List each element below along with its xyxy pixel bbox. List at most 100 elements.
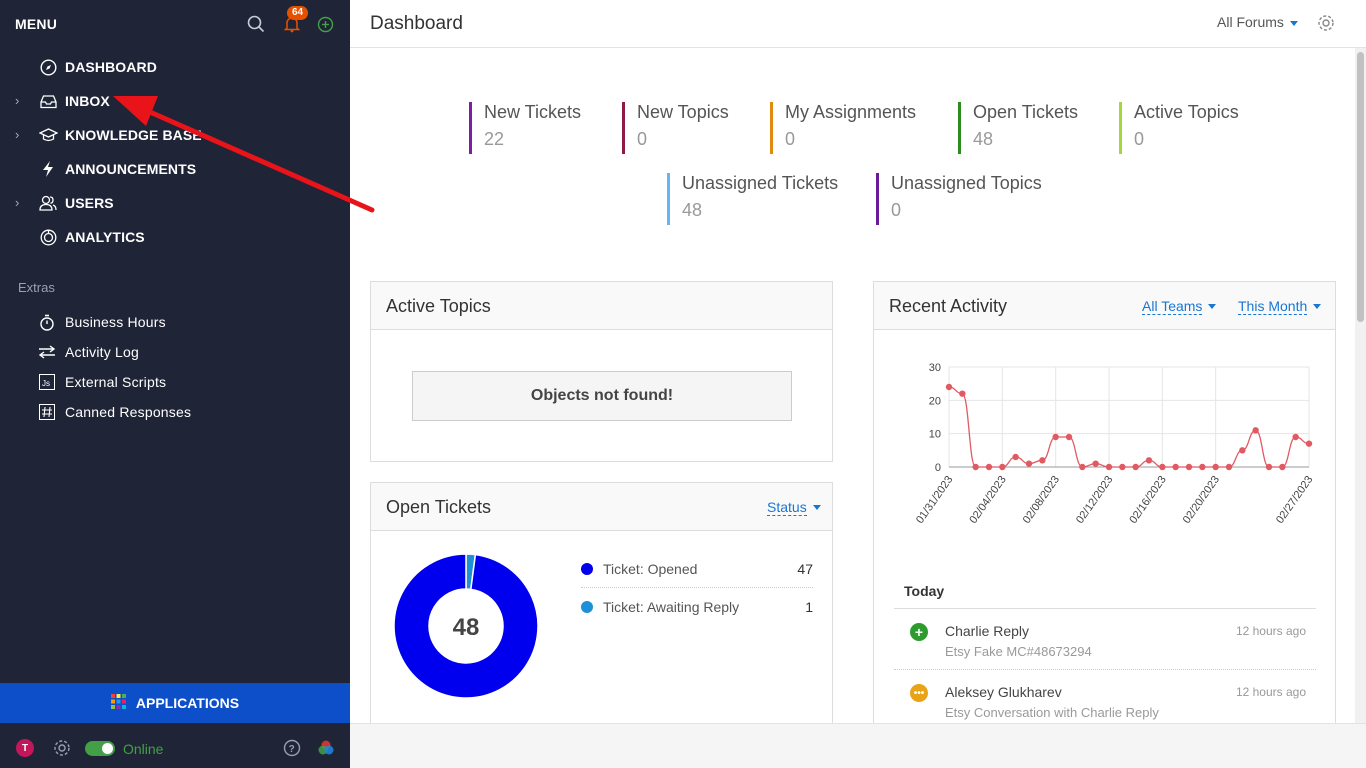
data-point[interactable] bbox=[959, 390, 966, 397]
stat-label: My Assignments bbox=[785, 102, 917, 122]
data-point[interactable] bbox=[985, 463, 993, 471]
data-point[interactable] bbox=[1172, 463, 1179, 471]
stat-new-topics[interactable]: New Topics 0 bbox=[622, 102, 729, 154]
scrollbar-thumb[interactable] bbox=[1357, 52, 1364, 322]
data-point[interactable] bbox=[1265, 463, 1273, 471]
extras-label: External Scripts bbox=[65, 374, 167, 390]
add-circle-icon[interactable] bbox=[314, 13, 336, 35]
activity-item[interactable]: + Charlie Reply Etsy Fake MC#48673294 12… bbox=[894, 609, 1316, 669]
data-point[interactable] bbox=[945, 383, 953, 391]
chevron-right-icon[interactable]: › bbox=[15, 127, 20, 142]
recent-activity-card: Recent Activity All Teams This Month 0 10… bbox=[873, 281, 1336, 723]
data-point[interactable] bbox=[1039, 457, 1046, 464]
donut-slice[interactable] bbox=[393, 553, 539, 699]
lightning-icon bbox=[38, 160, 58, 178]
data-point[interactable] bbox=[1092, 460, 1099, 467]
team-filter-label: All Teams bbox=[1142, 298, 1203, 315]
stat-active-topics[interactable]: Active Topics 0 bbox=[1119, 102, 1239, 154]
data-point[interactable] bbox=[1052, 433, 1059, 441]
chevron-right-icon[interactable]: › bbox=[15, 195, 20, 210]
data-point[interactable] bbox=[1252, 427, 1259, 434]
extras-heading: Extras bbox=[18, 280, 55, 295]
menu-title: MENU bbox=[15, 16, 58, 32]
help-icon[interactable]: ? bbox=[283, 739, 301, 762]
legend-label: Ticket: Opened bbox=[603, 561, 698, 577]
stat-value: 48 bbox=[973, 129, 994, 149]
y-tick-label: 30 bbox=[929, 362, 941, 374]
stat-unassigned-tickets[interactable]: Unassigned Tickets 48 bbox=[667, 173, 838, 225]
stat-value: 0 bbox=[891, 200, 902, 220]
data-point[interactable] bbox=[1225, 463, 1233, 471]
nav-item-inbox[interactable]: › INBOX bbox=[0, 84, 350, 118]
data-point[interactable] bbox=[1065, 433, 1073, 441]
stat-unassigned-topics[interactable]: Unassigned Topics 0 bbox=[876, 173, 1042, 225]
search-icon[interactable] bbox=[245, 13, 267, 35]
data-point[interactable] bbox=[999, 463, 1006, 471]
stat-new-tickets[interactable]: New Tickets 22 bbox=[469, 102, 581, 154]
nav-item-announcements[interactable]: ANNOUNCEMENTS bbox=[0, 152, 350, 186]
nav-item-knowledge-base[interactable]: › KNOWLEDGE BASE bbox=[0, 118, 350, 152]
status-filter-dropdown[interactable]: Status bbox=[767, 499, 821, 517]
x-tick-label: 02/20/2023 bbox=[1181, 474, 1222, 526]
data-point[interactable] bbox=[1145, 457, 1153, 464]
y-tick-label: 0 bbox=[935, 462, 941, 474]
chevron-right-icon[interactable]: › bbox=[15, 93, 20, 108]
x-tick-label: 02/27/2023 bbox=[1274, 474, 1315, 526]
graduation-cap-icon bbox=[38, 126, 58, 144]
card-title: Active Topics bbox=[386, 296, 491, 316]
data-point[interactable] bbox=[1305, 440, 1313, 447]
legend-value: 47 bbox=[797, 561, 813, 577]
online-toggle[interactable] bbox=[85, 741, 115, 756]
nav-label: USERS bbox=[65, 195, 114, 211]
team-filter-dropdown[interactable]: All Teams bbox=[1142, 298, 1217, 316]
nav-item-users[interactable]: › USERS bbox=[0, 186, 350, 220]
data-point[interactable] bbox=[1292, 433, 1299, 441]
settings-gear-icon[interactable] bbox=[1317, 14, 1335, 37]
data-point[interactable] bbox=[1025, 460, 1033, 467]
data-point[interactable] bbox=[1279, 463, 1286, 471]
nav-item-dashboard[interactable]: DASHBOARD bbox=[0, 50, 350, 84]
extras-item-external-scripts[interactable]: Js External Scripts bbox=[0, 367, 350, 397]
data-point[interactable] bbox=[1239, 447, 1246, 454]
scrollbar[interactable] bbox=[1355, 48, 1366, 723]
nav-label: ANALYTICS bbox=[65, 229, 145, 245]
activity-subject: Etsy Fake MC#48673294 bbox=[945, 644, 1092, 659]
legend-row-opened[interactable]: Ticket: Opened 47 bbox=[581, 551, 813, 588]
data-point[interactable] bbox=[1185, 463, 1193, 471]
settings-gear-icon[interactable] bbox=[53, 739, 71, 762]
svg-text:Js: Js bbox=[42, 379, 50, 388]
stat-value: 0 bbox=[785, 129, 796, 149]
data-point[interactable] bbox=[972, 463, 979, 471]
data-point[interactable] bbox=[1105, 463, 1113, 471]
stat-my-assignments[interactable]: My Assignments 0 bbox=[770, 102, 916, 154]
data-point[interactable] bbox=[1132, 463, 1139, 471]
extras-item-canned-responses[interactable]: Canned Responses bbox=[0, 397, 350, 427]
legend-row-awaiting-reply[interactable]: Ticket: Awaiting Reply 1 bbox=[581, 588, 813, 625]
data-point[interactable] bbox=[1212, 463, 1219, 471]
data-point[interactable] bbox=[1159, 463, 1166, 471]
series-line bbox=[948, 386, 1310, 468]
data-point[interactable] bbox=[1199, 463, 1206, 471]
extras-label: Canned Responses bbox=[65, 404, 192, 420]
nav-item-analytics[interactable]: ANALYTICS bbox=[0, 220, 350, 254]
legend-dot bbox=[581, 600, 593, 613]
stat-label: New Tickets bbox=[484, 102, 582, 122]
card-header: Active Topics bbox=[371, 282, 832, 330]
card-header: Recent Activity All Teams This Month bbox=[874, 282, 1335, 330]
x-tick-label: 02/12/2023 bbox=[1074, 474, 1115, 526]
nav-label: ANNOUNCEMENTS bbox=[65, 161, 197, 177]
open-tickets-card: Open Tickets Status 48 Ticket: Opened 47… bbox=[370, 482, 833, 723]
avatar[interactable]: T bbox=[16, 739, 34, 757]
applications-button[interactable]: APPLICATIONS bbox=[0, 683, 350, 723]
extras-item-activity-log[interactable]: Activity Log bbox=[0, 337, 350, 367]
stat-open-tickets[interactable]: Open Tickets 48 bbox=[958, 102, 1078, 154]
data-point[interactable] bbox=[1119, 463, 1126, 471]
data-point[interactable] bbox=[1012, 453, 1019, 461]
forum-filter-dropdown[interactable]: All Forums bbox=[1217, 14, 1298, 30]
activity-item[interactable]: ••• Aleksey Glukharev Etsy Conversation … bbox=[894, 669, 1316, 723]
period-filter-dropdown[interactable]: This Month bbox=[1238, 298, 1322, 316]
extras-item-business-hours[interactable]: Business Hours bbox=[0, 307, 350, 337]
data-point[interactable] bbox=[1079, 463, 1086, 471]
color-circles-icon[interactable] bbox=[317, 739, 335, 762]
card-title: Open Tickets bbox=[386, 497, 492, 517]
